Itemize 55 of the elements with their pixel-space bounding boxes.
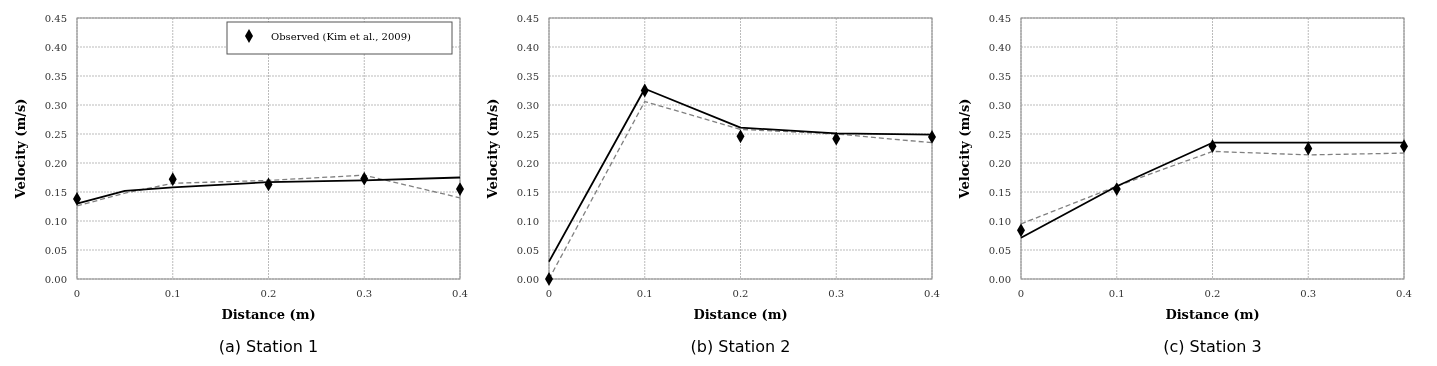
x-tick-label: 0.3 <box>1300 288 1317 299</box>
y-tick-label: 0.30 <box>516 99 539 111</box>
x-tick-label: 0.2 <box>1204 288 1221 299</box>
y-tick-label: 0.35 <box>988 70 1011 82</box>
y-tick-label: 0.00 <box>988 273 1011 285</box>
x-tick-label: 0.3 <box>356 288 373 299</box>
y-tick-label: 0.40 <box>988 41 1011 53</box>
x-axis-title: Distance (m) <box>693 307 788 322</box>
y-tick-label: 0.05 <box>44 244 67 256</box>
y-axis-title: Velocity (m/s) <box>485 98 500 200</box>
x-axis-title: Distance (m) <box>1165 307 1260 322</box>
y-tick-label: 0.15 <box>516 186 539 198</box>
x-tick-label: 0 <box>545 288 553 299</box>
y-tick-label: 0.30 <box>44 99 67 111</box>
text: (b) Station 2 <box>690 337 791 356</box>
y-tick-label: 0.10 <box>988 215 1011 227</box>
y-tick-label: 0.45 <box>988 12 1011 24</box>
x-tick-label: 0 <box>73 288 81 299</box>
y-tick-label: 0.10 <box>44 215 67 227</box>
y-tick-label: 0.45 <box>516 12 539 24</box>
x-tick-label: 0.2 <box>732 288 749 299</box>
x-tick-label: 0.1 <box>1108 288 1125 299</box>
x-tick-label: 0.1 <box>636 288 653 299</box>
y-tick-label: 0.40 <box>44 41 67 53</box>
y-tick-label: 0.00 <box>516 273 539 285</box>
x-axis-title: Distance (m) <box>221 307 316 322</box>
y-tick-label: 0.25 <box>44 128 67 140</box>
y-tick-label: 0.10 <box>516 215 539 227</box>
y-tick-label: 0.20 <box>988 157 1011 169</box>
x-tick-label: 0.4 <box>924 288 940 299</box>
y-tick-label: 0.20 <box>44 157 67 169</box>
x-tick-label: 0.4 <box>452 288 468 299</box>
x-tick-label: 0.1 <box>164 288 181 299</box>
y-tick-label: 0.05 <box>988 244 1011 256</box>
y-tick-label: 0.45 <box>44 12 67 24</box>
y-tick-label: 0.00 <box>44 273 67 285</box>
x-tick-label: 0.3 <box>828 288 845 299</box>
y-axis-title: Velocity (m/s) <box>13 98 28 200</box>
y-tick-label: 0.20 <box>516 157 539 169</box>
y-tick-label: 0.25 <box>988 128 1011 140</box>
y-tick-label: 0.40 <box>516 41 539 53</box>
text: (c) Station 3 <box>1163 337 1262 356</box>
y-tick-label: 0.15 <box>44 186 67 198</box>
legend-label: Observed (Kim et al., 2009) <box>271 30 412 42</box>
y-tick-label: 0.30 <box>988 99 1011 111</box>
x-tick-label: 0 <box>1017 288 1025 299</box>
y-axis-title: Velocity (m/s) <box>957 98 972 200</box>
text: (a) Station 1 <box>218 337 319 356</box>
y-tick-label: 0.35 <box>44 70 67 82</box>
x-tick-label: 0.4 <box>1396 288 1412 299</box>
y-tick-label: 0.25 <box>516 128 539 140</box>
y-tick-label: 0.05 <box>516 244 539 256</box>
y-tick-label: 0.15 <box>988 186 1011 198</box>
y-tick-label: 0.35 <box>516 70 539 82</box>
x-tick-label: 0.2 <box>260 288 277 299</box>
